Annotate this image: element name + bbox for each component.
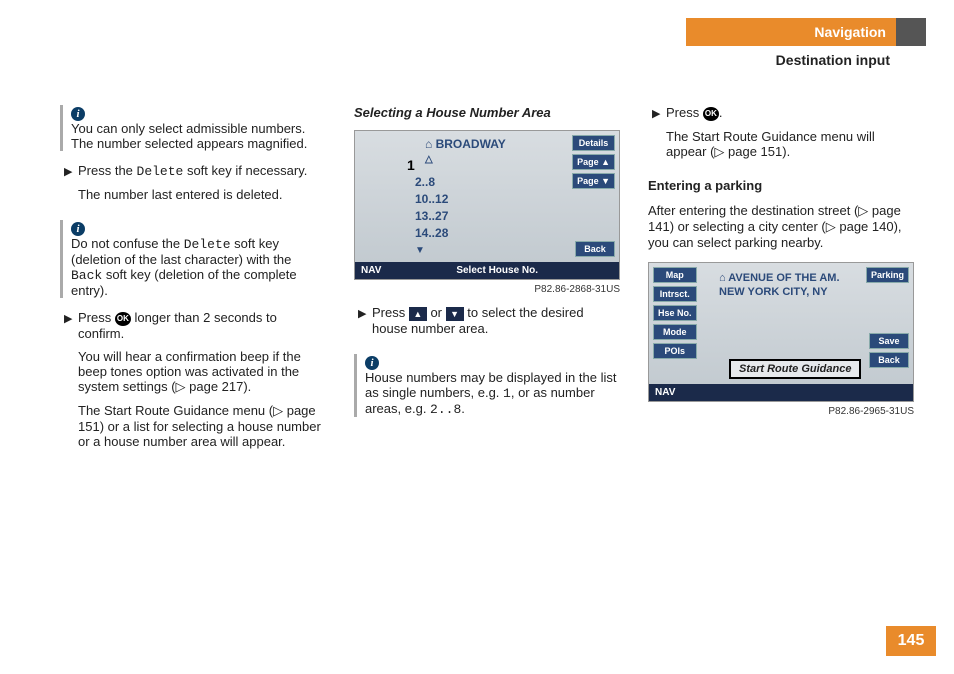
softkey-name: Delete [137,164,184,179]
intro-text: After entering the destination street (▷… [648,203,914,250]
intrsct-softkey[interactable]: Intrsct. [653,286,697,302]
step-arrow-icon: ▶ [358,305,372,344]
up-button-icon: ▲ [409,307,427,321]
down-triangle-icon: ▼ [415,242,448,259]
list-item: 13..27 [415,208,448,225]
step-result: The number last entered is deleted. [78,187,326,202]
footer-title: Select House No. [456,265,538,276]
instruction-step: ▶ Press OK. The Start Route Guidance men… [648,105,914,168]
list-item: 2..8 [415,174,448,191]
step-result: The Start Route Guidance menu (▷ page 15… [78,403,326,449]
section-heading: Entering a parking [648,178,914,193]
down-button-icon: ▼ [446,307,464,321]
subsection-title: Destination input [686,46,936,68]
footer-nav: NAV [655,387,675,398]
info-note: i House numbers may be displayed in the … [354,354,620,417]
step-arrow-icon: ▶ [64,310,78,457]
page-header: Navigation Destination input [686,18,936,68]
footer-nav: NAV [361,265,381,276]
info-icon: i [365,356,379,370]
step-result: The Start Route Guidance menu will appea… [666,129,914,160]
image-caption: P82.86-2965-31US [648,406,914,417]
info-icon: i [71,222,85,236]
step-arrow-icon: ▶ [64,163,78,210]
info-text: House numbers may be displayed in the li… [365,370,620,417]
back-softkey[interactable]: Back [575,241,615,257]
info-note: i Do not confuse the Delete soft key (de… [60,220,326,298]
start-route-button[interactable]: Start Route Guidance [729,359,861,379]
right-softkeys: Parking Save Back [866,267,909,368]
nav-footer: NAV [649,384,913,401]
step-body: Press ▲ or ▼ to select the desired house… [372,305,620,344]
step-body: Press the Delete soft key if necessary. … [78,163,326,210]
step-result: You will hear a confirmation beep if the… [78,349,326,395]
nav-screenshot-house-no: ⌂ BROADWAY △ 1 2..8 10..12 13..27 14..28… [354,130,620,280]
info-text: You can only select admissible numbers. … [71,121,326,151]
right-softkeys: Details Page ▲ Page ▼ [572,135,615,189]
ok-button-icon: OK [703,107,719,121]
image-caption: P82.86-2868-31US [354,284,620,295]
instruction-step: ▶ Press the Delete soft key if necessary… [60,163,326,210]
step-arrow-icon: ▶ [652,105,666,168]
save-softkey[interactable]: Save [869,333,909,349]
list-item: 14..28 [415,225,448,242]
step-body: Press OK. The Start Route Guidance menu … [666,105,914,168]
column-1: i You can only select admissible numbers… [60,105,326,614]
instruction-step: ▶ Press OK longer than 2 seconds to conf… [60,310,326,457]
nav-screenshot-parking: Map Intrsct. Hse No. Mode POIs ⌂ AVENUE … [648,262,914,402]
step-text: Press ▲ or ▼ to select the desired house… [372,305,620,336]
step-body: Press OK longer than 2 seconds to confir… [78,310,326,457]
back-softkey-wrap: Back [575,241,615,257]
thumb-tab [896,18,926,46]
instruction-step: ▶ Press ▲ or ▼ to select the desired hou… [354,305,620,344]
info-note: i You can only select admissible numbers… [60,105,326,151]
step-text: Press the Delete soft key if necessary. [78,163,326,179]
details-softkey[interactable]: Details [572,135,615,151]
page-number: 145 [886,626,936,656]
mode-softkey[interactable]: Mode [653,324,697,340]
house-number-list: 1 2..8 10..12 13..27 14..28 ▼ [415,157,448,259]
map-softkey[interactable]: Map [653,267,697,283]
section-heading: Selecting a House Number Area [354,105,620,120]
info-text: Do not confuse the Delete soft key (dele… [71,236,326,298]
parking-softkey[interactable]: Parking [866,267,909,283]
list-item-selected: 1 [407,157,448,174]
nav-footer: NAV Select House No. [355,262,619,279]
content-columns: i You can only select admissible numbers… [60,105,914,614]
column-3: ▶ Press OK. The Start Route Guidance men… [648,105,914,614]
destination-title: ⌂ AVENUE OF THE AM. NEW YORK CITY, NY [719,271,840,299]
pois-softkey[interactable]: POIs [653,343,697,359]
ok-button-icon: OK [115,312,131,326]
section-title: Navigation [686,18,896,46]
step-text: Press OK longer than 2 seconds to confir… [78,310,326,341]
hseno-softkey[interactable]: Hse No. [653,305,697,321]
left-softkeys: Map Intrsct. Hse No. Mode POIs [653,267,697,359]
info-icon: i [71,107,85,121]
pagedown-softkey[interactable]: Page ▼ [572,173,615,189]
list-item: 10..12 [415,191,448,208]
back-softkey[interactable]: Back [869,352,909,368]
softkey-name: Delete [184,237,231,252]
column-2: Selecting a House Number Area ⌂ BROADWAY… [354,105,620,614]
step-text: Press OK. [666,105,914,121]
pageup-softkey[interactable]: Page ▲ [572,154,615,170]
softkey-name: Back [71,268,102,283]
